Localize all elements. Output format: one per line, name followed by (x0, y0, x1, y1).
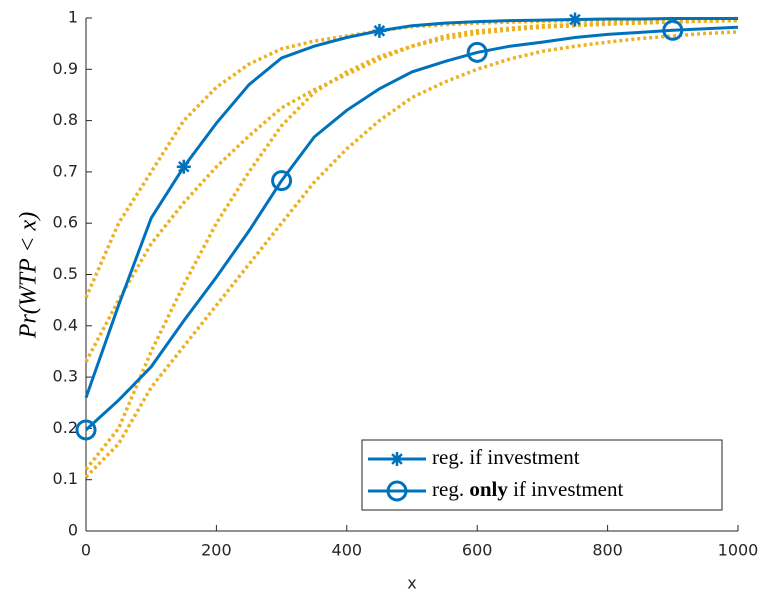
legend: reg. if investment reg. only if investmen… (361, 439, 723, 511)
series-line (84, 25, 739, 432)
marker (75, 419, 97, 441)
legend-box (361, 439, 723, 511)
y-tick-label: 0.8 (53, 110, 78, 129)
marker (662, 19, 684, 41)
x-tick-label: 600 (462, 541, 493, 560)
y-tick-label: 0.2 (53, 418, 78, 437)
series-line (84, 17, 738, 399)
y-tick-label: 0.1 (53, 469, 78, 488)
y-axis-label: Pr(WTP < x) (16, 212, 42, 339)
y-tick-label: 1 (68, 8, 78, 27)
marker (176, 159, 191, 174)
marker (372, 23, 387, 38)
legend-label: reg. if investment (432, 445, 580, 469)
x-axis-label: x (407, 574, 416, 593)
y-tick-label: 0.3 (53, 367, 78, 386)
y-tick-label: 0.9 (53, 59, 78, 78)
y-tick-label: 0.6 (53, 213, 78, 232)
x-tick-label: 200 (201, 541, 232, 560)
x-tick-label: 800 (592, 541, 623, 560)
marker (271, 170, 293, 192)
x-tick-label: 1000 (718, 541, 759, 560)
band-line (84, 18, 739, 471)
y-tick-label: 0 (68, 521, 78, 540)
legend-label: reg. only if investment (432, 477, 623, 501)
marker (390, 452, 404, 466)
band-line (84, 16, 739, 299)
y-tick-label: 0.5 (53, 264, 78, 283)
band-line (84, 30, 739, 479)
x-tick-label: 0 (81, 541, 91, 560)
marker (466, 41, 488, 63)
marker (568, 12, 582, 27)
x-tick-label: 400 (332, 541, 363, 560)
y-tick-label: 0.7 (53, 161, 78, 180)
y-tick-label: 0.4 (53, 315, 78, 334)
marker (386, 480, 408, 502)
